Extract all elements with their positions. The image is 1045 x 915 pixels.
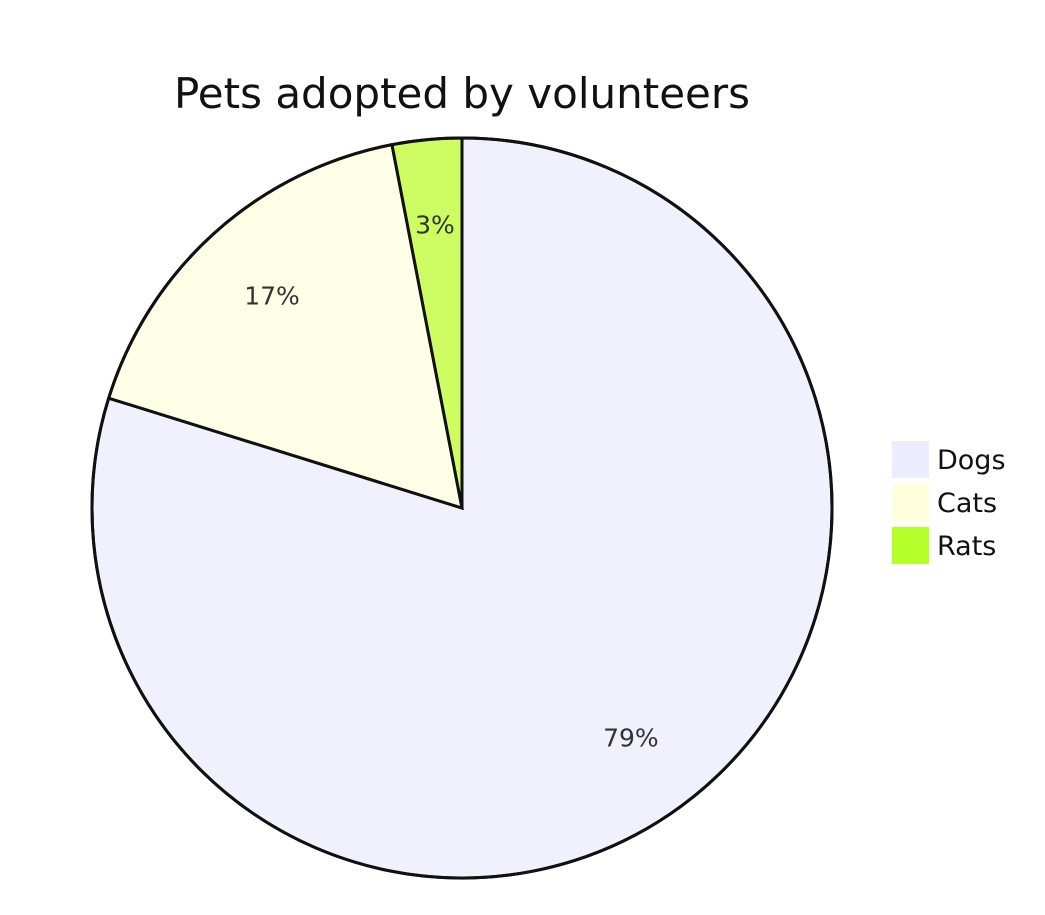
pie-slices — [90, 136, 834, 880]
legend-swatch-cats — [892, 484, 929, 521]
slice-label-cats: 17% — [244, 282, 300, 311]
slice-label-dogs: 79% — [603, 723, 659, 752]
legend-swatch-dogs — [892, 441, 929, 478]
legend-item-cats: Cats — [892, 484, 997, 521]
legend-label-dogs: Dogs — [937, 445, 1006, 476]
slice-label-rats: 3% — [415, 210, 455, 239]
pie-outline — [90, 136, 834, 880]
legend-item-rats: Rats — [892, 527, 996, 564]
chart-title: Pets adopted by volunteers — [174, 69, 750, 118]
legend-label-rats: Rats — [937, 531, 996, 562]
legend-label-cats: Cats — [937, 488, 997, 519]
legend-swatch-rats — [892, 527, 929, 564]
legend: Dogs Cats Rats — [892, 441, 1006, 564]
slice-labels: 79% 17% 3% — [244, 210, 658, 752]
legend-item-dogs: Dogs — [892, 441, 1006, 478]
